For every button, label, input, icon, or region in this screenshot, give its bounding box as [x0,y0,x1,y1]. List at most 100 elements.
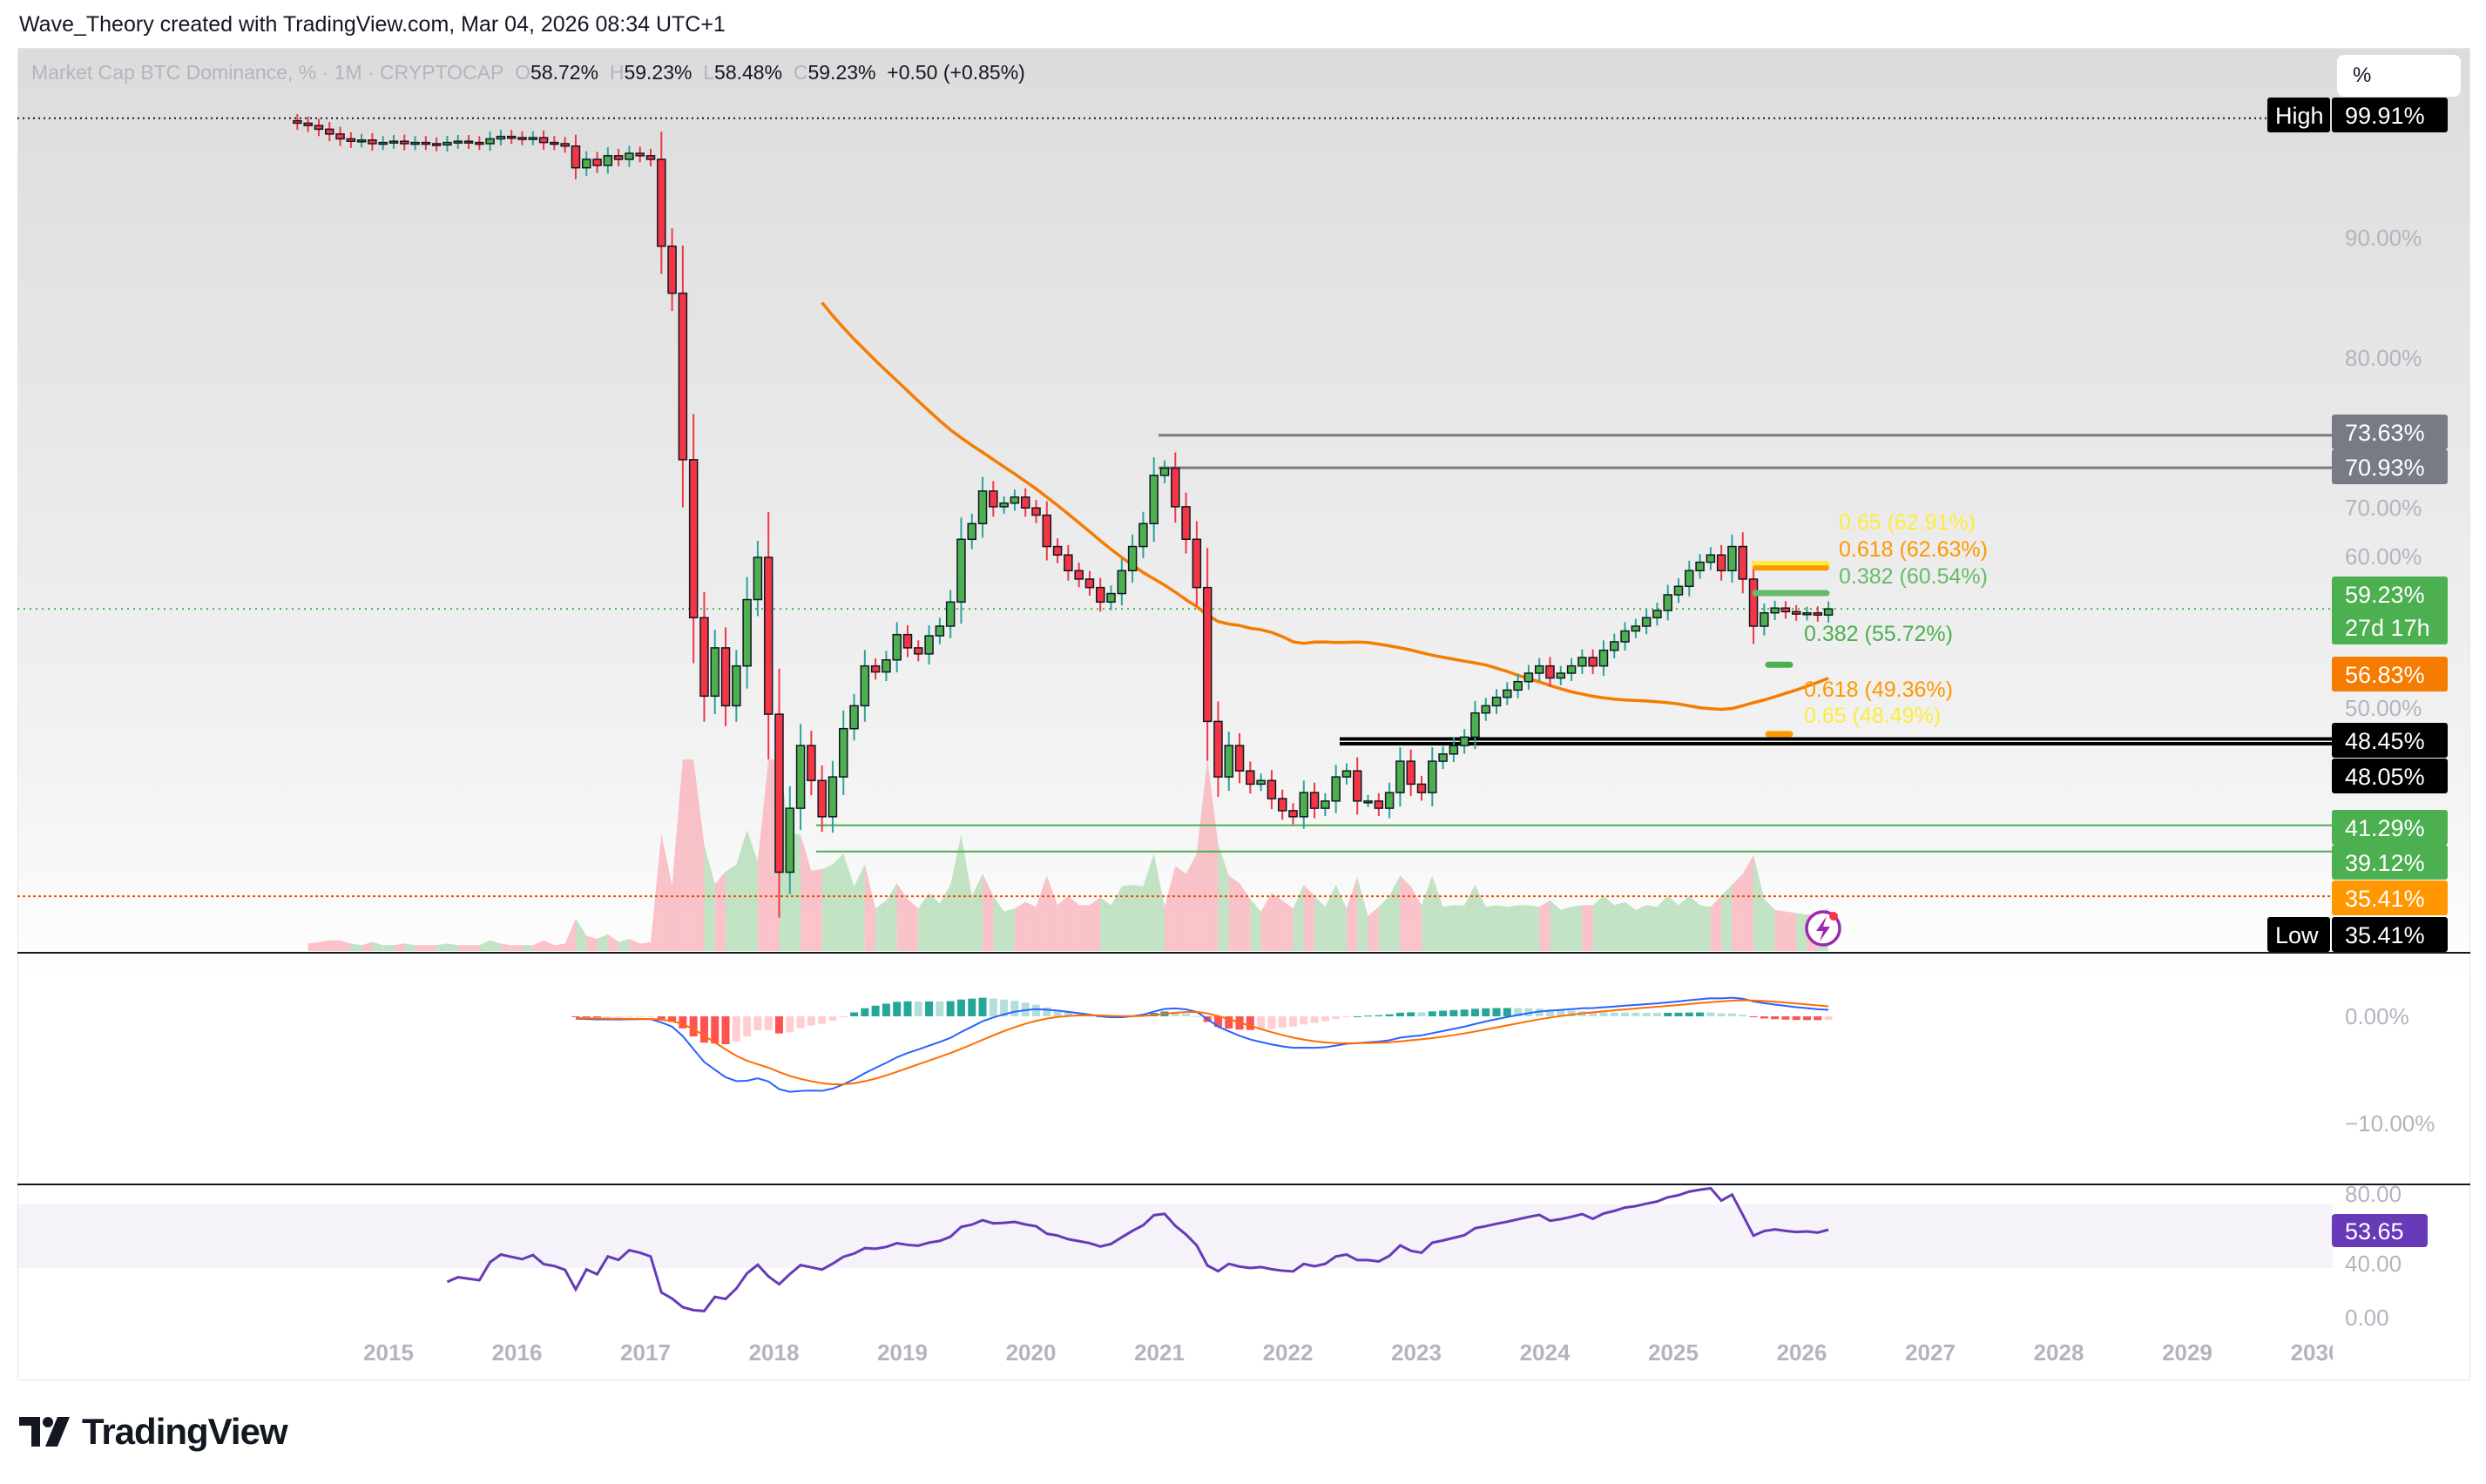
macd-histogram-bar [1514,1008,1523,1016]
macd-histogram-bar [903,1001,912,1016]
macd-histogram-bar [978,997,987,1016]
macd-histogram-bar [1192,1015,1201,1017]
volume-area-segment [672,759,683,951]
candle-body [902,633,913,649]
candle-body [1171,467,1180,508]
candle-body [688,459,699,619]
macd-histogram-bar [1824,1016,1833,1021]
volume-area-segment [1646,905,1658,951]
volume-area-segment [971,874,983,951]
candle-body [1748,578,1759,627]
volume-area-segment [350,943,362,951]
volume-area-segment [983,874,994,951]
candle-body [1523,672,1534,683]
time-axis-tick: 2020 [1006,1339,1057,1366]
time-axis-tick: 2021 [1134,1339,1185,1366]
high-value: 59.23% [624,61,692,84]
candle-body [1363,800,1373,804]
volume-area-segment [1496,905,1508,951]
macd-histogram-bar [571,1016,580,1017]
candle-body [613,155,624,160]
volume-area-segment [1571,905,1583,951]
macd-histogram-bar [582,1016,591,1017]
candle-body [1481,705,1490,714]
macd-histogram-bar [614,1016,623,1017]
macd-histogram-bar [604,1016,612,1017]
volume-area-segment [479,940,490,951]
candle-body [720,647,731,707]
volume-area-segment [1036,875,1047,951]
volume-area-segment [1710,895,1722,951]
volume-area-segment [544,940,555,951]
volume-area-segment [372,941,383,951]
symbol-name[interactable]: Market Cap BTC Dominance, % · 1M · CRYPT… [31,61,504,84]
macd-histogram-bar [1460,1009,1469,1016]
macd-histogram-bar [646,1016,655,1017]
candle-body [1331,776,1341,802]
candle-body [1459,736,1469,746]
volume-area-segment [1475,885,1486,951]
volume-area-segment [1764,899,1775,951]
volume-area-segment [1485,905,1497,951]
candle-body [356,139,367,143]
candle-body [506,135,517,139]
macd-histogram-bar [871,1005,880,1016]
volume-area-segment [886,883,897,951]
fib-label: 0.618 (49.36%) [1804,678,1953,702]
candle-body [1042,514,1052,548]
volume-area-segment [1422,875,1433,951]
volume-area-segment [329,940,341,951]
candle-body [1213,720,1223,778]
price-label-text: 35.41% [2345,922,2425,948]
scale-mode-button[interactable]: % [2337,55,2461,97]
macd-histogram-bar [1417,1012,1426,1016]
volume-area-segment [522,945,533,951]
macd-histogram-bar [786,1016,794,1033]
candle-body [475,141,484,145]
macd-histogram-bar [1503,1008,1511,1016]
candle-body [1084,578,1095,589]
volume-area-segment [1774,909,1786,951]
volume-area-segment [511,945,523,951]
candle-body [935,625,945,637]
macd-histogram-bar [764,1016,773,1030]
candle-body [795,745,806,809]
volume-area-segment [950,834,962,951]
chart-frame[interactable] [17,48,2470,1380]
candle-body [442,141,452,146]
candle-body [753,556,763,601]
volume-area-segment [1078,905,1090,951]
volume-area-segment [1400,875,1411,951]
candle-body [496,135,506,140]
macd-histogram-bar [1739,1015,1747,1016]
candle-body [1159,467,1170,476]
candle-body [1149,475,1159,524]
candle-body [1321,800,1330,809]
volume-area-segment [1196,759,1208,951]
volume-area-segment [1089,897,1101,951]
macd-histogram-bar [1395,1012,1404,1016]
volume-area-segment [1442,905,1454,951]
macd-histogram-bar [1439,1010,1448,1016]
macd-histogram-bar [711,1016,719,1044]
volume-area-segment [1250,899,1261,951]
volume-area-segment [993,895,1004,951]
candle-body [1727,545,1737,572]
candle-body [1384,792,1395,809]
candle-body [1395,760,1405,793]
plot-area: 0.618 (62.63%)0.65 (62.91%) 0.382 (60.54%… [17,114,2333,1312]
volume-area-segment [318,940,330,951]
volume-area-segment [1111,886,1122,951]
candle-body [1192,538,1202,589]
candle-body [1374,800,1384,809]
macd-histogram-bar [946,1001,955,1016]
macd-histogram-bar [1332,1016,1341,1019]
macd-histogram-bar [914,1001,922,1016]
volume-area-segment [1785,911,1797,951]
macd-histogram-bar [818,1016,827,1024]
macd-histogram-bar [1642,1012,1651,1016]
price-axis-tick: 90.00% [2345,225,2422,251]
volume-area-segment [1240,883,1251,951]
rsi-axis-tick: 40.00 [2345,1251,2402,1277]
